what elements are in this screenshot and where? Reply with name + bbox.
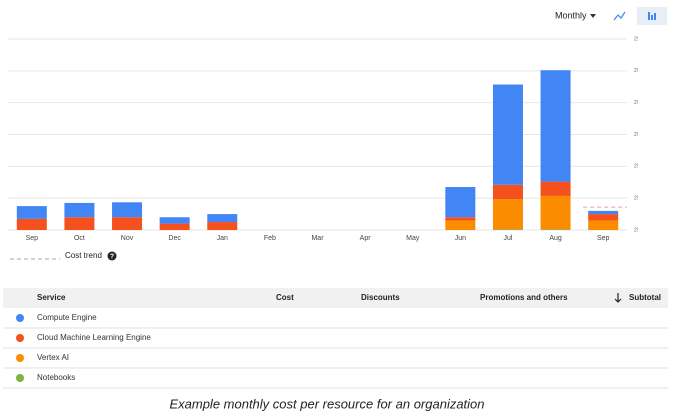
service-name: Compute Engine — [37, 313, 97, 322]
x-tick-label: May — [406, 235, 420, 242]
table-header: Service — [37, 293, 66, 302]
x-tick-label: Jul — [503, 235, 512, 242]
bar-segment — [540, 70, 571, 182]
line-chart-icon[interactable] — [613, 11, 626, 21]
bar-segment — [112, 217, 143, 230]
service-name: Vertex AI — [37, 353, 69, 362]
x-tick-label: Sep — [26, 235, 39, 242]
chart: 2! 2! 2! 2! 2! 2! 2! Sep Oct Nov Dec Jan Feb Mar Apr Ma… — [8, 36, 638, 242]
y-tick-label: 2! — [634, 195, 638, 201]
x-tick-label: Mar — [311, 235, 324, 242]
service-dot — [16, 374, 24, 382]
table-header: Cost — [276, 293, 294, 302]
x-tick-label: Oct — [74, 235, 85, 242]
bar-segment — [588, 210, 619, 215]
bar-segment — [588, 214, 619, 221]
help-icon[interactable] — [107, 251, 117, 261]
bar-segment — [207, 214, 238, 223]
service-dot — [16, 314, 24, 322]
bar-segment — [445, 217, 476, 221]
bar-segment — [16, 206, 47, 219]
bar-segment — [588, 220, 619, 230]
x-tick-label: Dec — [168, 235, 181, 242]
bar-segment — [540, 229, 571, 230]
trend-legend-label: Cost trend — [65, 251, 102, 260]
service-name: Notebooks — [37, 373, 75, 382]
bar-segment — [64, 217, 95, 230]
bar-segment — [492, 84, 523, 185]
y-tick-label: 2! — [634, 100, 638, 106]
x-tick-label: Feb — [264, 235, 276, 242]
bar-segment — [64, 202, 95, 218]
y-tick-label: 2! — [634, 132, 638, 138]
table-header-bg — [3, 288, 668, 308]
x-tick-label: Jan — [217, 235, 228, 242]
x-tick-label: Nov — [121, 235, 134, 242]
service-name: Cloud Machine Learning Engine — [37, 333, 151, 342]
x-tick-label: Aug — [549, 235, 562, 242]
x-tick-label: Apr — [360, 235, 372, 242]
dropdown-arrow — [590, 14, 596, 18]
service-dot — [16, 354, 24, 362]
y-tick-label: 2! — [634, 164, 638, 170]
bar-segment — [207, 222, 238, 230]
bar-segment — [540, 195, 571, 230]
bar-segment — [492, 229, 523, 230]
bar-chart-icon — [648, 12, 656, 20]
x-tick-label: Jun — [455, 235, 466, 242]
y-tick-label: 2! — [634, 36, 638, 42]
table-header: Discounts — [361, 293, 400, 302]
service-dot — [16, 334, 24, 342]
period-dropdown[interactable]: Monthly — [555, 10, 587, 20]
bar-segment — [492, 199, 523, 230]
sort-arrow — [614, 293, 622, 303]
bar-segment — [492, 184, 523, 200]
bar-segment — [445, 220, 476, 230]
bar-segment — [112, 202, 143, 218]
y-tick-label: 2! — [634, 68, 638, 74]
bar-segment — [16, 218, 47, 230]
table: Service Cost Discounts Promotions and other… — [3, 293, 668, 389]
bar-segment — [159, 223, 190, 230]
help-icon-text: ? — [110, 253, 114, 260]
bar-segment — [540, 181, 571, 196]
y-tick-label: 2! — [634, 227, 638, 233]
bar-segment — [159, 217, 190, 224]
caption: Example monthly cost per resource for an… — [169, 396, 484, 411]
bar-segment — [445, 187, 476, 218]
table-header: Subtotal — [629, 293, 661, 302]
table-header: Promotions and others — [480, 293, 568, 302]
x-tick-label: Sep — [597, 235, 610, 242]
